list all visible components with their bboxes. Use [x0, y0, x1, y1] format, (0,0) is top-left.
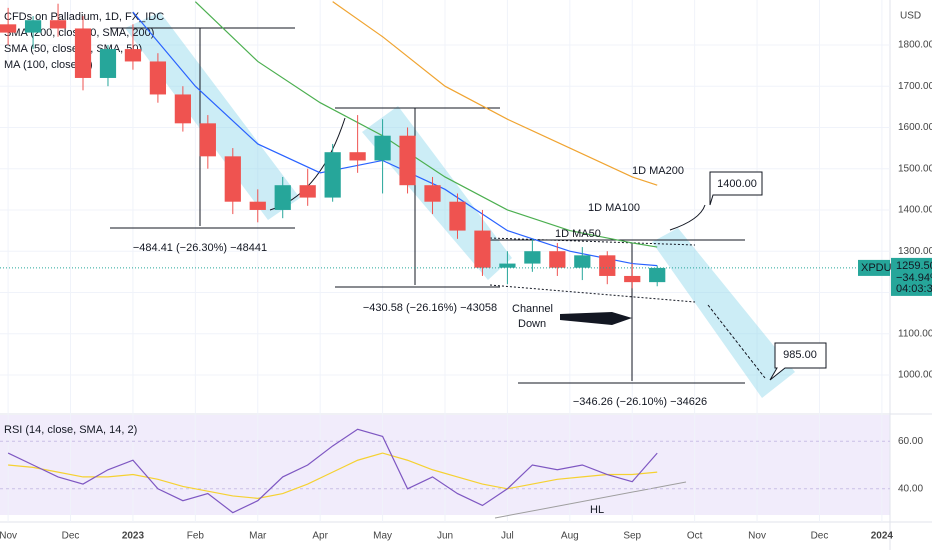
ma-label: 1D MA200 [632, 165, 684, 177]
x-tick-label: Jun [437, 531, 453, 542]
y-tick-label: 1700.00 [898, 81, 932, 92]
measure-label: −346.26 (−26.10%) −34626 [573, 396, 707, 408]
x-tick-label: Feb [187, 531, 205, 542]
rsi-annotation: HL [590, 504, 604, 516]
y-tick-label: 1600.00 [898, 122, 932, 133]
x-tick-label: Jul [501, 531, 514, 542]
candle-body [0, 24, 17, 33]
y-tick-label: 1400.00 [898, 205, 932, 216]
candle-body [449, 201, 466, 231]
y-tick-label: 1100.00 [898, 328, 932, 339]
candle-body [224, 156, 241, 202]
y-tick-label: 1300.00 [898, 246, 932, 257]
ma-label: 1D MA100 [588, 202, 640, 214]
callout [709, 171, 763, 206]
x-tick-label: Oct [687, 531, 703, 542]
candle-body [599, 255, 616, 276]
candle-body [424, 185, 441, 202]
candle-body [549, 251, 566, 268]
channel [125, 12, 300, 220]
candle-body [474, 230, 491, 268]
countdown: 04:03:33 [896, 283, 932, 295]
rsi-ma-line [8, 452, 658, 499]
candle-body [574, 255, 591, 268]
candle-body [49, 20, 67, 29]
x-tick-label: 2023 [122, 531, 145, 542]
ma-line [194, 1, 658, 248]
candle-body [299, 185, 316, 198]
candle-body [649, 267, 666, 283]
channel-label-line: Channel [512, 303, 553, 315]
x-tick-label: 2024 [871, 531, 894, 542]
channel-label: Channel Down [512, 303, 553, 330]
candle-body [199, 123, 216, 157]
ticker-badge [858, 259, 890, 276]
x-tick-label: Dec [62, 531, 80, 542]
target-low: 985.00 [783, 349, 817, 361]
candle-body [399, 135, 416, 186]
candle-body [324, 152, 341, 198]
ma-line [332, 1, 658, 186]
candle-body [99, 49, 117, 78]
rsi-trendline [494, 481, 687, 519]
x-tick-label: Sep [623, 531, 641, 542]
candle-body [124, 49, 142, 62]
last-price: 1259.50 [896, 260, 932, 272]
candle-body [74, 28, 92, 78]
rsi-line [7, 428, 658, 514]
ma-label: 1D MA50 [555, 228, 601, 240]
y-tick-label: 1000.00 [898, 370, 932, 381]
rsi-tick-label: 60.00 [898, 436, 923, 447]
candle-body [524, 251, 541, 264]
candle-body [24, 20, 42, 33]
x-tick-label: Nov [0, 531, 17, 542]
channel [652, 228, 795, 398]
target-high: 1400.00 [717, 178, 757, 190]
candle-body [249, 201, 266, 210]
measure-label: −484.41 (−26.30%) −48441 [133, 242, 267, 254]
candle-body [174, 94, 191, 124]
x-tick-label: Apr [312, 531, 328, 542]
indicator-label: MA (100, close, 0) [4, 59, 93, 71]
channel-arrow [560, 312, 632, 325]
callout [769, 342, 827, 381]
x-tick-label: May [373, 531, 392, 542]
candle-body [149, 61, 167, 95]
measure-label: −430.58 (−26.16%) −43058 [363, 302, 497, 314]
y-tick-label: 1800.00 [898, 40, 932, 51]
rsi-title: RSI (14, close, SMA, 14, 2) [4, 424, 137, 436]
chart-title: CFDs on Palladium, 1D, FX_IDC [4, 11, 164, 23]
x-tick-label: Mar [249, 531, 267, 542]
x-tick-label: Nov [748, 531, 766, 542]
price-badge [891, 257, 932, 296]
channel-label-line: Down [518, 318, 546, 330]
candle-body [374, 135, 391, 161]
rsi-tick-label: 40.00 [898, 483, 923, 494]
candle-body [274, 185, 291, 210]
currency: USD [900, 11, 921, 22]
x-tick-label: Aug [561, 531, 579, 542]
indicator-label: SMA (50, close, 0, SMA, 50) [4, 43, 142, 55]
y-tick-label: 1500.00 [898, 163, 932, 174]
arrow [669, 204, 706, 231]
candle-body [349, 152, 366, 161]
candle-body [624, 275, 641, 283]
x-tick-label: Dec [811, 531, 829, 542]
change: −34.94% [896, 272, 932, 284]
candle-body [499, 263, 516, 268]
arrow [707, 304, 766, 379]
